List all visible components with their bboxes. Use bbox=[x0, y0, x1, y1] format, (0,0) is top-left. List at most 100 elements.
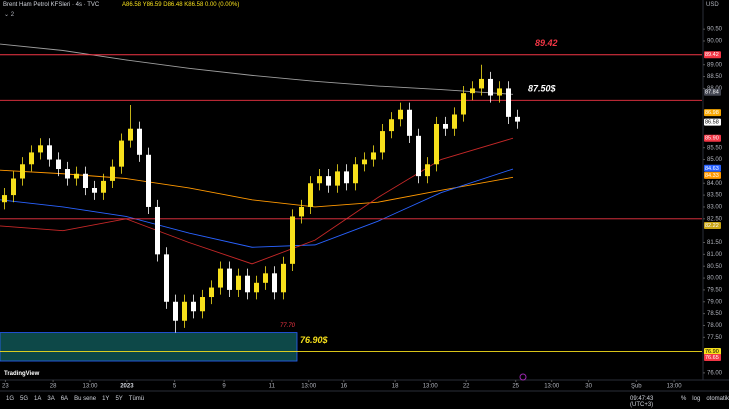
y-tick-label: 81.00 bbox=[707, 252, 723, 258]
candle-body bbox=[128, 128, 133, 141]
candle-body bbox=[335, 171, 340, 186]
candle-body bbox=[380, 131, 385, 153]
y-tick-label: 85.50 bbox=[707, 145, 723, 151]
x-tick-label: 13:00 bbox=[544, 384, 560, 390]
candle-body bbox=[398, 109, 403, 120]
candle-body bbox=[263, 273, 268, 283]
range-button[interactable]: 1G bbox=[6, 396, 15, 402]
y-tick-label: 82.50 bbox=[707, 216, 723, 222]
y-tick-label: 83.50 bbox=[707, 193, 723, 199]
candle-body bbox=[470, 88, 475, 94]
candle-body bbox=[326, 176, 331, 186]
y-tick-label: 79.50 bbox=[707, 287, 723, 293]
x-tick-label: 16 bbox=[340, 384, 347, 390]
y-tick-label: 80.50 bbox=[707, 264, 723, 270]
candle-body bbox=[371, 152, 376, 160]
candle-body bbox=[488, 78, 493, 96]
candle-body bbox=[506, 88, 511, 117]
right-toolbar: 09:47:43 (UTC+3) % log otomatik bbox=[630, 396, 729, 408]
x-tick-label: 5 bbox=[173, 384, 177, 390]
candle-body bbox=[353, 164, 358, 184]
x-tick-label: 13:00 bbox=[423, 384, 439, 390]
candle-body bbox=[110, 166, 115, 181]
symbol-title[interactable]: Brent Ham Petrol KFSleri · 4s · TVC bbox=[3, 2, 100, 8]
y-tick-label: 80.00 bbox=[707, 276, 723, 282]
price-tag-label: 76.90 bbox=[705, 349, 719, 355]
candle-body bbox=[83, 173, 88, 188]
zone-label: 77.70 bbox=[280, 323, 296, 329]
range-button[interactable]: 5Y bbox=[115, 396, 123, 402]
y-tick-label: 76.00 bbox=[707, 370, 723, 376]
x-tick-label: 9 bbox=[222, 384, 226, 390]
level-label: 89.42 bbox=[535, 38, 558, 48]
level-label: 87.50$ bbox=[528, 84, 557, 94]
price-tag-label: 84.33 bbox=[705, 173, 719, 179]
candle-body bbox=[29, 152, 34, 165]
y-tick-label: 89.00 bbox=[707, 62, 723, 68]
candle-body bbox=[92, 187, 97, 193]
collapse[interactable]: ⌄ 2 bbox=[4, 12, 15, 18]
candle-body bbox=[461, 93, 466, 115]
candle-body bbox=[56, 159, 61, 170]
candle-body bbox=[2, 195, 7, 203]
candle-body bbox=[200, 297, 205, 312]
candle-body bbox=[479, 78, 484, 89]
candle-body bbox=[254, 282, 259, 293]
level-label: 76.90$ bbox=[300, 335, 329, 345]
ohlc: A86.58 Y86.59 D86.48 K86.58 0.00 (0.00%) bbox=[122, 2, 240, 8]
candle-body bbox=[515, 116, 520, 122]
price-tag bbox=[704, 134, 721, 142]
candle-body bbox=[173, 301, 178, 321]
x-tick-label: 23 bbox=[2, 384, 9, 390]
price-tag-label: 87.84 bbox=[705, 90, 719, 96]
auto-toggle[interactable]: otomatik bbox=[706, 396, 729, 402]
range-bar: 1G 5G 1A 3A 6A Bu sene 1Y 5Y Tümü bbox=[6, 396, 144, 402]
y-tick-label: 85.00 bbox=[707, 157, 723, 163]
x-tick-label: 13:00 bbox=[82, 384, 98, 390]
range-button[interactable]: Bu sene bbox=[74, 396, 97, 402]
moving-average bbox=[0, 168, 514, 248]
candle-body bbox=[290, 216, 295, 264]
price-tag bbox=[704, 164, 721, 172]
event-marker[interactable] bbox=[519, 373, 527, 381]
candle-body bbox=[245, 275, 250, 293]
candle-body bbox=[227, 268, 232, 290]
range-button[interactable]: 1Y bbox=[102, 396, 110, 402]
candle-body bbox=[272, 273, 277, 293]
logo: TradingView bbox=[4, 371, 40, 377]
candle-body bbox=[416, 135, 421, 177]
x-tick-label: Şub bbox=[631, 384, 642, 390]
candle-body bbox=[344, 171, 349, 184]
y-tick-label: 81.50 bbox=[707, 240, 723, 246]
range-button[interactable]: 6A bbox=[60, 396, 69, 402]
x-tick-label: 22 bbox=[463, 384, 470, 390]
moving-average bbox=[0, 43, 514, 95]
price-tag bbox=[704, 221, 721, 229]
price-tag-label: 89.42 bbox=[705, 52, 719, 58]
x-tick-label: 11 bbox=[269, 384, 276, 390]
range-button[interactable]: 5G bbox=[20, 396, 29, 402]
candle-body bbox=[434, 123, 439, 165]
candle-body bbox=[209, 287, 214, 298]
y-tick-label: 79.00 bbox=[707, 299, 723, 305]
candle-body bbox=[119, 140, 124, 167]
price-tag bbox=[704, 51, 721, 59]
candle-body bbox=[362, 159, 367, 165]
range-button[interactable]: Tümü bbox=[128, 396, 145, 402]
percent-toggle[interactable]: % bbox=[680, 396, 687, 402]
candle-body bbox=[317, 176, 322, 184]
demand-zone bbox=[0, 332, 298, 362]
range-button[interactable]: 1A bbox=[34, 396, 42, 402]
log-toggle[interactable]: log bbox=[692, 396, 701, 402]
price-tag-label: 86.98 bbox=[705, 110, 719, 116]
candle-body bbox=[137, 128, 142, 155]
candle-body bbox=[299, 206, 304, 217]
candle-body bbox=[191, 301, 196, 312]
candle-body bbox=[425, 164, 430, 177]
candle-body bbox=[389, 119, 394, 132]
currency[interactable]: USD bbox=[706, 2, 719, 8]
range-button[interactable]: 3A bbox=[47, 396, 55, 402]
candle-body bbox=[308, 183, 313, 207]
price-tag bbox=[704, 109, 721, 117]
